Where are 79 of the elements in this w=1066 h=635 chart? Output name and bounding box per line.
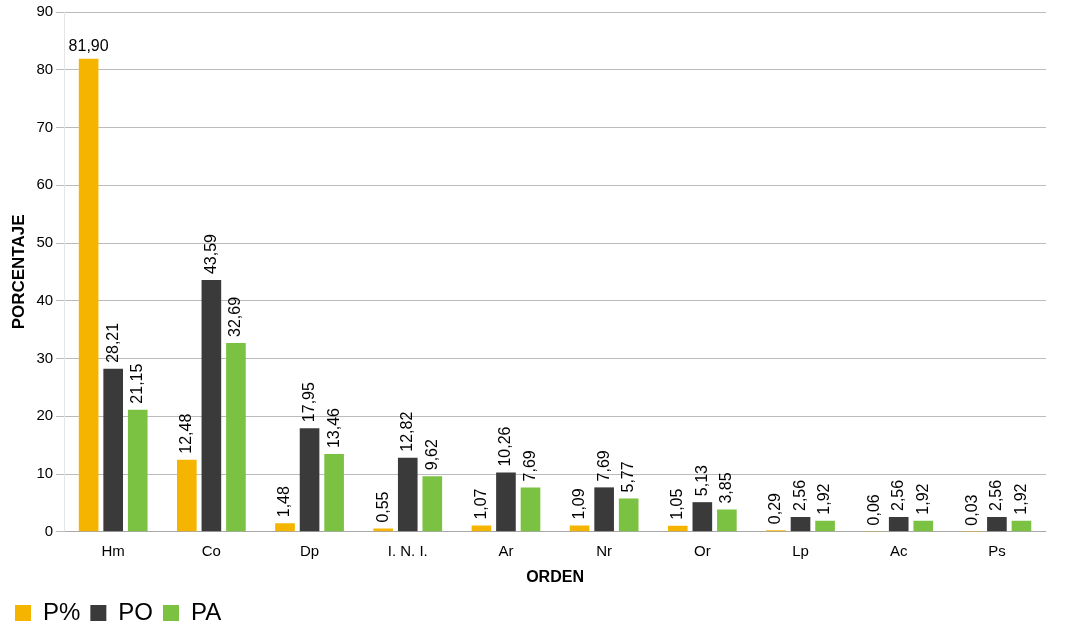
bar [397, 457, 418, 532]
y-tick-label: 40 [36, 290, 54, 308]
x-tick-label: Hm [101, 541, 125, 559]
bar [103, 368, 123, 532]
bar [692, 502, 713, 532]
y-axis-title: PORCENTAJE [8, 214, 28, 330]
x-axis-title: ORDEN [526, 567, 584, 585]
data-label: 0,06 [864, 494, 882, 526]
data-label: 2,56 [889, 479, 907, 512]
data-label: 10,26 [496, 426, 514, 467]
x-tick-label: Ps [988, 541, 1006, 559]
y-tick-label: 20 [36, 406, 54, 424]
x-tick-label: Dp [299, 541, 320, 559]
data-label: 7,69 [594, 450, 612, 482]
x-tick-label: Ac [889, 541, 908, 559]
x-tick-label: Co [201, 541, 221, 559]
data-label: 21,15 [128, 363, 146, 404]
y-tick-label: 70 [36, 117, 54, 135]
bar [667, 525, 688, 532]
data-label: 13,46 [324, 407, 342, 449]
data-label: 43,59 [201, 233, 219, 275]
bar [226, 343, 246, 532]
bar [888, 517, 909, 532]
bar [815, 520, 835, 532]
bar [127, 409, 148, 532]
bar [594, 487, 614, 532]
data-label: 0,55 [373, 491, 391, 523]
y-tick-label: 60 [36, 175, 54, 193]
bar [1011, 520, 1032, 532]
data-label: 1,92 [815, 483, 833, 515]
x-tick-label: Lp [792, 541, 809, 559]
data-label: 7,69 [520, 450, 538, 482]
bar [717, 509, 737, 532]
x-tick-label: I. N. I. [387, 541, 428, 559]
bar [913, 520, 934, 532]
y-tick-label: 80 [36, 59, 54, 77]
data-label: 2,56 [987, 479, 1005, 512]
data-label: 9,62 [422, 439, 440, 471]
data-label: 28,21 [103, 322, 121, 363]
y-tick-label: 50 [36, 233, 54, 251]
y-tick-label: 10 [36, 464, 54, 482]
data-label: 1,92 [1011, 483, 1029, 515]
bar [520, 487, 541, 532]
data-label: 12,82 [398, 411, 416, 452]
data-label: 1,92 [913, 483, 931, 515]
data-label: 0,03 [962, 494, 980, 526]
bar [324, 454, 344, 532]
data-label: 1,07 [471, 488, 489, 520]
data-label: 3,85 [717, 472, 735, 504]
data-label: 81,90 [68, 37, 109, 55]
bar [275, 523, 295, 532]
legend-label: P% [43, 597, 81, 625]
x-tick-label: Nr [596, 541, 613, 559]
legend-label: PO [118, 597, 154, 625]
x-tick-label: Or [693, 541, 711, 559]
bar [422, 476, 443, 532]
y-tick-label: 30 [36, 348, 54, 366]
data-label: 0,29 [766, 492, 784, 525]
bar [618, 498, 639, 532]
data-label: 5,77 [619, 461, 637, 493]
bar [299, 428, 320, 532]
y-tick-label: 90 [36, 2, 54, 20]
bar [987, 517, 1007, 532]
x-tick-label: Ar [498, 541, 514, 559]
data-label: 32,69 [226, 296, 244, 337]
data-label: 5,13 [692, 464, 710, 497]
data-label: 1,09 [570, 488, 587, 520]
data-label: 1,05 [668, 488, 686, 520]
y-tick-label: 0 [44, 521, 54, 539]
bar [201, 280, 222, 532]
data-label: 17,95 [299, 381, 317, 423]
bar [790, 517, 811, 532]
legend-label: PA [191, 597, 222, 625]
bar [177, 459, 197, 532]
data-label: 1,48 [275, 486, 293, 518]
data-label: 2,56 [790, 479, 808, 512]
data-label: 12,48 [177, 413, 195, 454]
bar [78, 58, 99, 532]
bar [496, 472, 516, 532]
